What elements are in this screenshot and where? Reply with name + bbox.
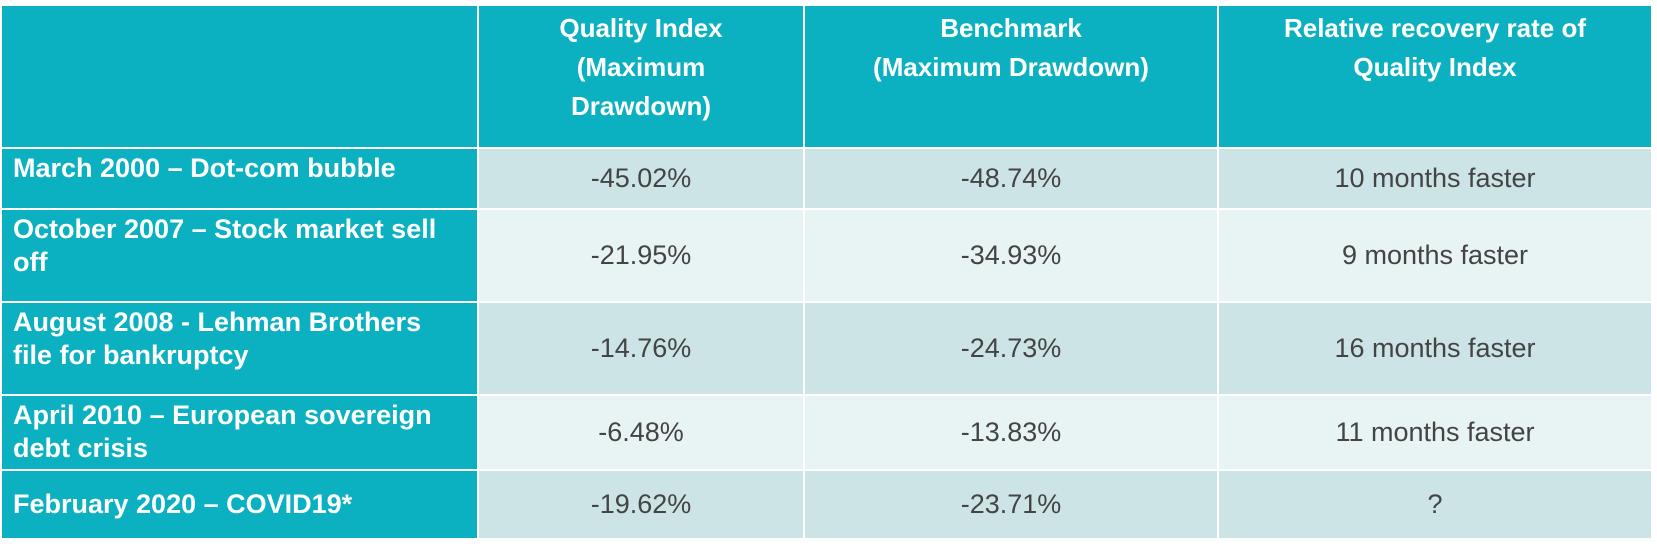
header-benchmark-line-1: Benchmark <box>940 13 1082 43</box>
recovery-rate-cell: 16 months faster <box>1219 303 1651 394</box>
quality-drawdown-cell: -19.62% <box>479 471 803 538</box>
drawdown-comparison-table: Quality Index (Maximum Drawdown) Benchma… <box>2 6 1653 538</box>
benchmark-drawdown-cell: -23.71% <box>805 471 1217 538</box>
header-quality-line-3: Drawdown) <box>570 91 712 121</box>
row-label-stock-market-sell-off: October 2007 – Stock market sell off <box>2 210 477 301</box>
header-recovery-line-2: Quality Index <box>1353 52 1517 82</box>
column-header-quality-index: Quality Index (Maximum Drawdown) <box>479 6 803 147</box>
header-benchmark-line-2: (Maximum Drawdown) <box>873 52 1149 82</box>
recovery-rate-cell: 11 months faster <box>1219 396 1651 469</box>
column-header-benchmark: Benchmark (Maximum Drawdown) <box>805 6 1217 147</box>
recovery-rate-cell: ? <box>1219 471 1651 538</box>
header-quality-line-2: (Maximum <box>576 52 706 82</box>
benchmark-drawdown-cell: -13.83% <box>805 396 1217 469</box>
recovery-rate-cell: 9 months faster <box>1219 210 1651 301</box>
row-label-dot-com-bubble: March 2000 – Dot-com bubble <box>2 149 477 208</box>
row-label-lehman-brothers: August 2008 - Lehman Brothers file for b… <box>2 303 477 394</box>
header-corner-cell <box>2 6 477 147</box>
benchmark-drawdown-cell: -48.74% <box>805 149 1217 208</box>
recovery-rate-cell: 10 months faster <box>1219 149 1651 208</box>
quality-drawdown-cell: -45.02% <box>479 149 803 208</box>
quality-drawdown-cell: -6.48% <box>479 396 803 469</box>
header-recovery-line-1: Relative recovery rate of <box>1283 13 1587 43</box>
header-quality-line-1: Quality Index <box>559 13 723 43</box>
benchmark-drawdown-cell: -24.73% <box>805 303 1217 394</box>
column-header-relative-recovery: Relative recovery rate of Quality Index <box>1219 6 1651 147</box>
quality-drawdown-cell: -14.76% <box>479 303 803 394</box>
row-label-european-debt-crisis: April 2010 – European sovereign debt cri… <box>2 396 477 469</box>
benchmark-drawdown-cell: -34.93% <box>805 210 1217 301</box>
row-label-covid19: February 2020 – COVID19* <box>2 471 477 538</box>
quality-drawdown-cell: -21.95% <box>479 210 803 301</box>
